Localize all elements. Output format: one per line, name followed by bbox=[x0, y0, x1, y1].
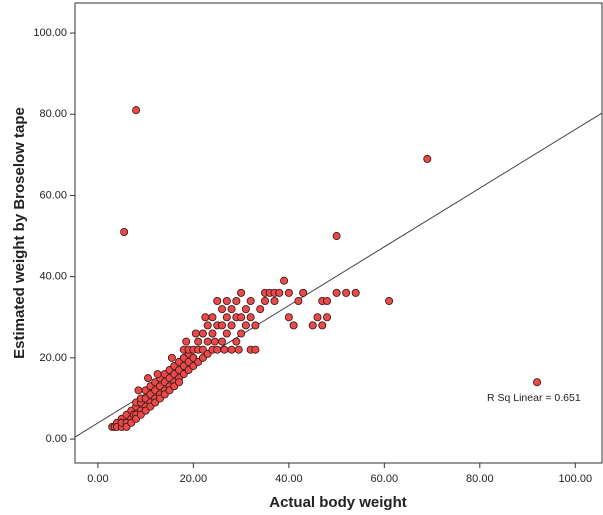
point bbox=[222, 297, 231, 306]
point bbox=[234, 345, 243, 354]
point bbox=[351, 288, 360, 297]
point bbox=[132, 106, 141, 115]
point bbox=[318, 321, 327, 330]
point bbox=[153, 370, 162, 379]
point bbox=[232, 337, 241, 346]
point bbox=[237, 288, 246, 297]
point bbox=[289, 321, 298, 330]
point bbox=[294, 297, 303, 306]
point bbox=[237, 313, 246, 322]
point bbox=[134, 386, 143, 395]
point bbox=[222, 329, 231, 338]
point bbox=[232, 297, 241, 306]
x-tick-label: 80.00 bbox=[466, 473, 494, 485]
point bbox=[213, 345, 222, 354]
point bbox=[182, 337, 191, 346]
point bbox=[227, 321, 236, 330]
point bbox=[280, 276, 289, 285]
point bbox=[218, 305, 227, 314]
point bbox=[227, 305, 236, 314]
point bbox=[284, 313, 293, 322]
y-tick-label: 40.00 bbox=[39, 271, 67, 283]
y-tick-label: 20.00 bbox=[39, 352, 67, 364]
point bbox=[423, 154, 432, 163]
point bbox=[208, 313, 217, 322]
x-tick-label: 60.00 bbox=[371, 473, 399, 485]
annotation: R Sq Linear = 0.651 bbox=[487, 392, 581, 404]
point bbox=[251, 345, 260, 354]
point bbox=[191, 329, 200, 338]
point bbox=[256, 305, 265, 314]
x-tick-label: 0.00 bbox=[87, 473, 108, 485]
point bbox=[210, 337, 219, 346]
point bbox=[342, 288, 351, 297]
point bbox=[284, 288, 293, 297]
point bbox=[332, 232, 341, 241]
point bbox=[241, 305, 250, 314]
plot-frame bbox=[74, 2, 603, 464]
x-tick-label: 20.00 bbox=[180, 473, 208, 485]
point bbox=[332, 288, 341, 297]
point bbox=[167, 353, 176, 362]
point bbox=[218, 337, 227, 346]
point bbox=[208, 329, 217, 338]
point bbox=[144, 374, 153, 383]
point bbox=[213, 297, 222, 306]
point bbox=[201, 313, 210, 322]
point bbox=[227, 345, 236, 354]
point bbox=[385, 297, 394, 306]
point bbox=[323, 313, 332, 322]
x-axis-title: Actual body weight bbox=[269, 494, 407, 511]
point bbox=[275, 288, 284, 297]
point bbox=[120, 227, 129, 236]
point bbox=[270, 297, 279, 306]
y-axis-title: Estimated weight by Broselow tape bbox=[11, 107, 28, 359]
x-tick-label: 100.00 bbox=[558, 473, 592, 485]
x-tick-label: 40.00 bbox=[275, 473, 303, 485]
point bbox=[533, 378, 542, 387]
point bbox=[313, 313, 322, 322]
point bbox=[175, 378, 184, 387]
point bbox=[246, 313, 255, 322]
point bbox=[203, 337, 212, 346]
point bbox=[246, 297, 255, 306]
point bbox=[308, 321, 317, 330]
point bbox=[198, 329, 207, 338]
point bbox=[203, 321, 212, 330]
y-tick-label: 0.00 bbox=[46, 433, 67, 445]
point bbox=[323, 297, 332, 306]
point bbox=[222, 313, 231, 322]
point bbox=[194, 337, 203, 346]
point bbox=[260, 297, 269, 306]
y-tick-label: 60.00 bbox=[39, 189, 67, 201]
point bbox=[237, 329, 246, 338]
y-tick-label: 80.00 bbox=[39, 108, 67, 120]
point bbox=[218, 321, 227, 330]
point bbox=[251, 321, 260, 330]
y-tick-label: 100.00 bbox=[33, 27, 67, 39]
point bbox=[299, 288, 308, 297]
point bbox=[220, 345, 229, 354]
point bbox=[241, 321, 250, 330]
